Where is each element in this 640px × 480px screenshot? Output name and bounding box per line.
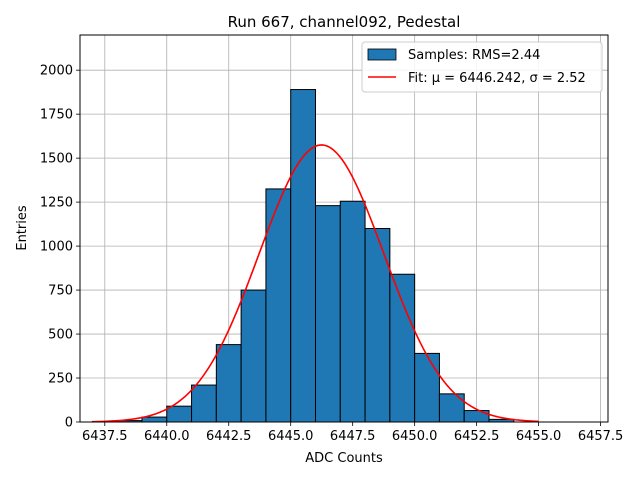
x-tick-label: 6457.5 <box>578 429 624 444</box>
chart-title: Run 667, channel092, Pedestal <box>228 13 461 31</box>
x-tick-label: 6440.0 <box>144 429 190 444</box>
histogram-bar <box>364 228 391 423</box>
x-tick-label: 6452.5 <box>454 429 500 444</box>
histogram-bar <box>166 405 193 423</box>
legend-histogram-label: Samples: RMS=2.44 <box>408 48 540 63</box>
x-tick-label: 6455.0 <box>516 429 562 444</box>
fit-curve-line <box>92 144 539 423</box>
y-axis-ticks: 0 250 500 750 1000 1250 1500 1750 2000 <box>40 64 80 431</box>
y-tick-label: 1500 <box>40 152 73 167</box>
y-tick-label: 1750 <box>40 108 73 123</box>
histogram-bar <box>414 352 440 423</box>
x-axis-ticks: 6437.5 6440.0 6442.5 6445.0 6447.5 6450.0 6452… <box>82 422 623 444</box>
histogram-bar <box>215 344 242 423</box>
histogram-bar <box>339 200 366 423</box>
y-axis-label: Entries <box>15 205 30 251</box>
legend-histogram-swatch <box>367 48 397 61</box>
x-tick-label: 6437.5 <box>82 429 128 444</box>
y-tick-label: 250 <box>48 372 73 387</box>
x-tick-label: 6445.0 <box>268 429 314 444</box>
y-tick-label: 1250 <box>40 196 73 211</box>
y-tick-label: 0 <box>65 416 73 431</box>
histogram-bar <box>314 205 341 423</box>
legend-fit-label: Fit: μ = 6446.242, σ = 2.52 <box>408 71 586 86</box>
legend-box <box>361 41 603 93</box>
y-tick-label: 750 <box>48 284 73 299</box>
histogram-bar <box>141 416 168 423</box>
x-axis-label: ADC Counts <box>305 451 383 466</box>
histogram-bar <box>290 89 316 423</box>
histogram-bar <box>240 289 267 423</box>
y-tick-label: 500 <box>48 328 73 343</box>
histogram-bars <box>91 89 515 423</box>
histogram-bar <box>191 384 217 423</box>
histogram-bar <box>438 393 465 423</box>
x-tick-label: 6450.0 <box>392 429 438 444</box>
legend: Samples: RMS=2.44 Fit: μ = 6446.242, σ =… <box>361 41 603 93</box>
y-tick-label: 1000 <box>40 240 73 255</box>
plot-frame <box>79 34 609 423</box>
y-tick-label: 2000 <box>40 64 73 79</box>
x-tick-label: 6447.5 <box>330 429 376 444</box>
x-tick-label: 6442.5 <box>206 429 252 444</box>
histogram-bar <box>389 273 416 423</box>
